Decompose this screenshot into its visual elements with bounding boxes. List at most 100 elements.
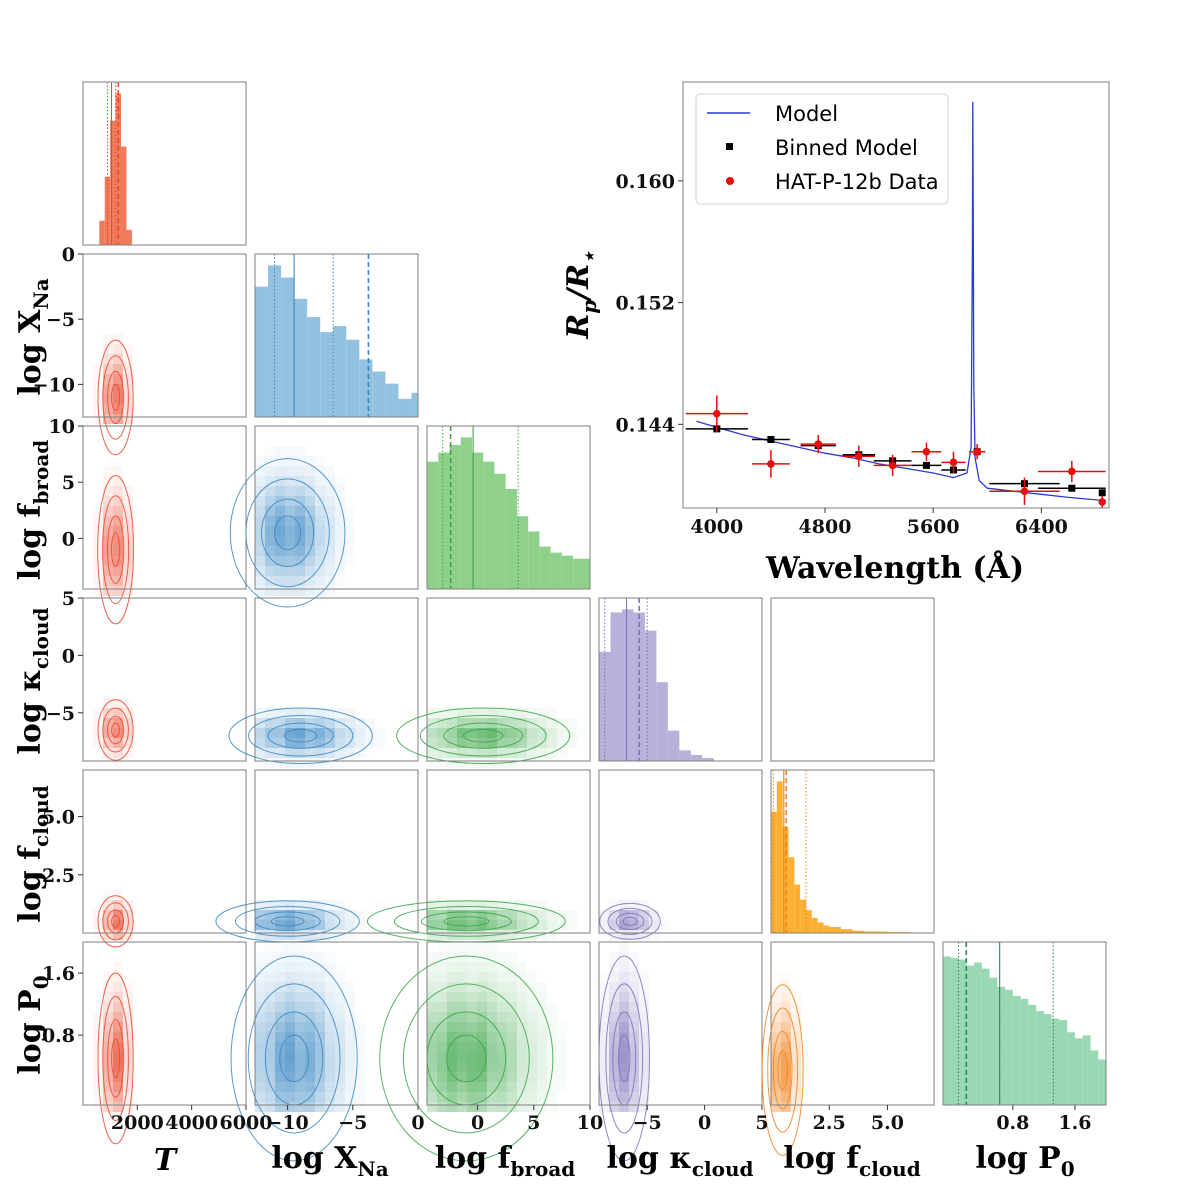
density-cell	[457, 1052, 467, 1062]
density-cell	[527, 1082, 537, 1092]
density-cell	[113, 748, 123, 758]
density-cell	[255, 1092, 265, 1102]
density-cell	[305, 748, 315, 758]
histogram-bar	[1090, 1050, 1099, 1105]
density-cell	[325, 536, 335, 546]
density-cell	[477, 1082, 487, 1092]
histogram-bar	[950, 957, 959, 1105]
histogram-bar	[1059, 1020, 1068, 1105]
density-cell	[255, 476, 265, 486]
density-cell	[103, 344, 113, 354]
density-cell	[123, 1012, 133, 1022]
data-point	[767, 460, 775, 468]
density-cell	[315, 526, 325, 536]
density-cell	[345, 982, 355, 992]
density-cell	[255, 586, 265, 596]
density-cell	[345, 1092, 355, 1102]
density-cell	[457, 718, 467, 728]
density-cell	[427, 1072, 437, 1082]
density-cell	[507, 910, 517, 920]
contour-line	[605, 983, 644, 1134]
density-cell	[255, 1032, 265, 1042]
density-cell	[305, 728, 315, 738]
density-cell	[467, 1092, 477, 1102]
density-cell	[335, 546, 345, 556]
density-cell	[557, 1082, 567, 1092]
density-cell	[335, 566, 345, 576]
panel-frame	[254, 597, 419, 762]
density-cell	[507, 1092, 517, 1102]
density-cell	[285, 486, 295, 496]
density-cell	[457, 1032, 467, 1042]
density-cell	[315, 586, 325, 596]
density-cell	[275, 1092, 285, 1102]
density-cell	[305, 992, 315, 1002]
density-cell	[275, 566, 285, 576]
density-cell	[325, 1082, 335, 1092]
density-cell	[619, 992, 629, 1002]
density-cell	[113, 1062, 123, 1072]
density-cell	[325, 1102, 335, 1112]
density-cell	[103, 1092, 113, 1102]
density-cell	[305, 942, 315, 952]
density-cell	[629, 1072, 639, 1082]
density-cell	[295, 1102, 305, 1112]
density-cell	[629, 982, 639, 992]
panel-frame	[254, 425, 419, 590]
density-cell	[103, 1082, 113, 1092]
density-cell	[567, 910, 577, 920]
density-cell	[345, 930, 355, 940]
contour-line	[97, 895, 134, 948]
density-cell	[517, 900, 527, 910]
histogram-bar	[829, 926, 841, 933]
density-cell	[285, 526, 295, 536]
contour-line	[102, 707, 129, 753]
density-cell	[427, 728, 437, 738]
density-cell	[315, 546, 325, 556]
x-tick-label: −5	[633, 1112, 662, 1134]
density-cell	[477, 1092, 487, 1102]
density-cell	[771, 1032, 781, 1042]
density-cell	[557, 1072, 567, 1082]
density-cell	[619, 962, 629, 972]
density-cell	[255, 1082, 265, 1092]
density-cell	[265, 586, 275, 596]
density-cell	[123, 982, 133, 992]
density-cell	[275, 952, 285, 962]
density-cell	[295, 910, 305, 920]
density-cell	[113, 962, 123, 972]
density-cell	[345, 748, 355, 758]
density-cell	[517, 1052, 527, 1062]
density-cell	[265, 738, 275, 748]
density-cell	[113, 930, 123, 940]
density-cell	[467, 900, 477, 910]
density-cell	[295, 496, 305, 506]
density-cell	[305, 1022, 315, 1032]
density-cell	[93, 1012, 103, 1022]
density-cell	[93, 414, 103, 424]
density-cell	[517, 982, 527, 992]
density-cell	[295, 1022, 305, 1032]
density-cell	[771, 992, 781, 1002]
density-cell	[487, 1002, 497, 1012]
density-cell	[285, 992, 295, 1002]
density-cell	[325, 910, 335, 920]
x-tick-label: 4000	[165, 1112, 218, 1134]
density-panel-T-logP0	[82, 941, 247, 1145]
histogram-bar	[1074, 1038, 1083, 1105]
density-cell	[487, 962, 497, 972]
density-cell	[285, 910, 295, 920]
density-cell	[325, 506, 335, 516]
density-cell	[255, 556, 265, 566]
density-cell	[295, 962, 305, 972]
density-cell	[375, 738, 385, 748]
density-cell	[609, 1062, 619, 1072]
density-cell	[487, 942, 497, 952]
density-cell	[113, 910, 123, 920]
y-tick-label: 5	[62, 472, 75, 494]
density-cell	[537, 1022, 547, 1032]
density-cell	[437, 1102, 447, 1112]
density-cell	[547, 718, 557, 728]
panel-frame	[598, 597, 763, 762]
